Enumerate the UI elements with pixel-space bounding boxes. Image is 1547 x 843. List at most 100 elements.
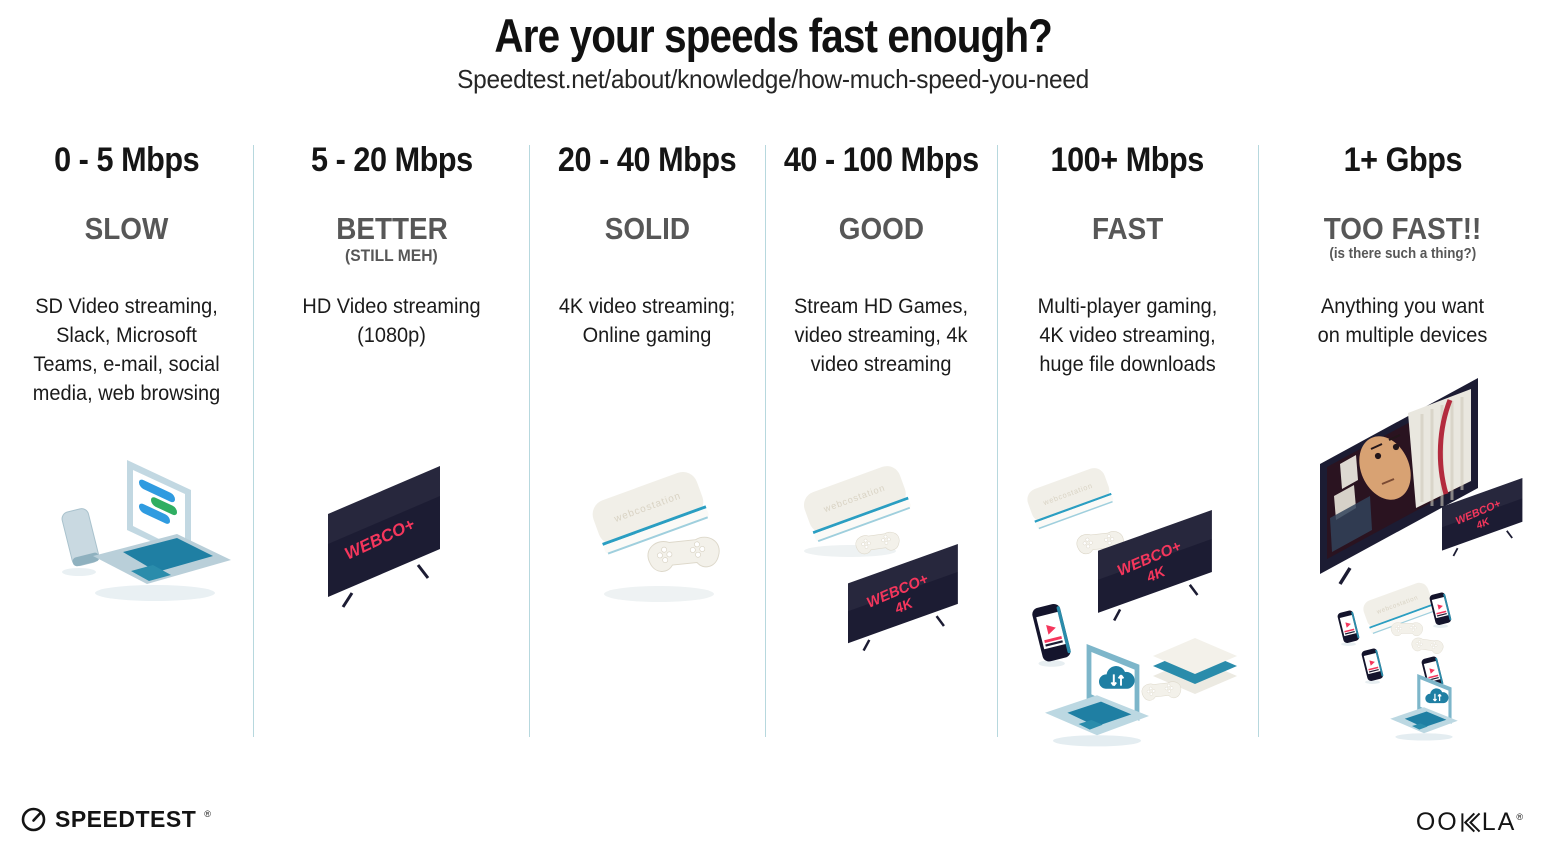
description-line: 4K video streaming, [1039,324,1216,347]
tv-4k-icon [846,542,960,652]
sub-rating-label: (STILL MEH) [253,246,530,266]
speed-range: 1+ Gbps [1258,141,1547,180]
trademark-symbol: ® [204,808,211,819]
console-and-4k-tv-illustration [800,462,960,652]
laptop-icon [93,460,231,584]
column-divider [997,145,998,737]
speed-range-text: 0 - 5 Mbps [53,141,200,179]
page-subtitle-text: Speedtest.net/about/knowledge/how-much-s… [457,64,1090,94]
sub-rating-text: (STILL MEH) [345,246,438,265]
speed-range-text: 100+ Mbps [1050,141,1205,179]
tier-description: Multi-player gaming, 4K video streaming,… [1004,292,1252,379]
many-devices-cluster-illustration [1320,378,1524,742]
description-line: media, web browsing [32,382,221,405]
speed-range-text: 5 - 20 Mbps [310,141,473,179]
rating-text: GOOD [838,211,924,246]
rating-text: SOLID [604,211,690,246]
ookla-logo: OO LA ® [1416,808,1525,837]
console-icon [1024,465,1115,530]
ookla-wordmark-left: OO [1415,808,1459,836]
description-line: HD Video streaming [302,295,481,318]
console-icon [800,462,912,543]
tier-description: 4K video streaming; Online gaming [535,292,759,350]
video-phone-icon [1336,609,1360,646]
controller-icon [1410,636,1445,655]
controller-icon [1140,680,1183,702]
column-divider [1258,145,1259,737]
rating-label: GOOD [765,211,997,247]
controller-icon [1390,622,1423,637]
speed-range: 100+ Mbps [997,141,1258,180]
tier-description: SD Video streaming, Slack, Microsoft Tea… [6,292,246,408]
speed-tier-column-100plus: 100+ Mbps FAST Multi-player gaming, 4K v… [997,0,1258,843]
speed-range: 40 - 100 Mbps [765,141,997,180]
chat-bubbles-icon [139,479,177,524]
controller-icon [646,535,722,574]
sub-rating-label: (is there such a thing?) [1258,246,1547,262]
movie-tv-icon [1320,378,1478,585]
tier-description: Stream HD Games, video streaming, 4k vid… [771,292,991,379]
rating-label: SOLID [529,211,765,247]
rating-text: SLOW [84,211,169,246]
page-subtitle-url: Speedtest.net/about/knowledge/how-much-s… [0,64,1547,95]
multi-device-cluster-illustration [1024,465,1237,748]
rating-label: SLOW [0,211,253,247]
trademark-symbol: ® [1516,811,1525,822]
description-line: video streaming, 4k [794,324,968,347]
page-title-text: Are your speeds fast enough? [494,9,1053,62]
video-phone-icon [1030,602,1072,667]
speed-range: 5 - 20 Mbps [253,141,530,180]
speed-tier-column-5-20: 5 - 20 Mbps BETTER (STILL MEH) HD Video … [253,0,530,843]
ookla-k-icon [1461,812,1481,833]
rating-text: TOO FAST!! [1323,211,1482,246]
tier-description: Anything you want on multiple devices [1265,292,1540,350]
laptop-cloud-icon [1389,673,1459,742]
description-line: video streaming [810,353,952,376]
column-divider [765,145,766,737]
page-title: Are your speeds fast enough? [0,8,1547,63]
tier-description: HD Video streaming (1080p) [260,292,523,350]
description-line: SD Video streaming, [35,295,218,318]
phone-icon [61,508,100,567]
speed-range: 0 - 5 Mbps [0,141,253,180]
description-line: Online gaming [582,324,712,347]
hd-tv-illustration: WEBCO+ [328,466,440,608]
rating-label: FAST [997,211,1258,247]
tv-4k-icon [1096,508,1214,622]
speed-tier-column-20-40: 20 - 40 Mbps SOLID 4K video streaming; O… [529,0,765,843]
description-line: Anything you want [1320,295,1485,318]
description-line: huge file downloads [1039,353,1216,376]
game-console-illustration [588,467,722,602]
description-line: 4K video streaming; [558,295,736,318]
rating-label: TOO FAST!! [1258,211,1547,247]
astronaut-face [1330,389,1471,552]
description-line: Teams, e-mail, social [33,353,220,376]
sub-rating-text: (is there such a thing?) [1329,246,1476,262]
speed-range-text: 40 - 100 Mbps [783,141,979,179]
laptop-cloud-icon [1044,643,1150,748]
column-divider [253,145,254,737]
speedtest-logo: SPEEDTEST ® [20,806,211,833]
speedtest-wordmark: SPEEDTEST [55,806,197,832]
speed-tier-column-40-100: 40 - 100 Mbps GOOD Stream HD Games, vide… [765,0,997,843]
rating-label: BETTER [253,211,530,247]
description-line: Stream HD Games, [793,295,969,318]
speed-range-text: 20 - 40 Mbps [557,141,737,179]
rating-text: BETTER [335,211,448,246]
video-phone-icon [1360,647,1384,684]
speed-tier-column-1gbps: 1+ Gbps TOO FAST!! (is there such a thin… [1258,0,1547,843]
rating-text: FAST [1091,211,1164,246]
speed-tier-column-0-5: 0 - 5 Mbps SLOW SD Video streaming, Slac… [0,0,253,843]
speed-range: 20 - 40 Mbps [529,141,765,180]
ookla-wordmark-right: LA [1481,808,1517,836]
speed-range-text: 1+ Gbps [1343,141,1462,179]
description-line: Multi-player gaming, [1037,295,1218,318]
slim-console-icon [1153,638,1237,694]
description-line: on multiple devices [1317,324,1488,347]
speedtest-gauge-icon [21,807,46,832]
laptop-and-phone-illustration [61,460,231,601]
column-divider [529,145,530,737]
description-line: Slack, Microsoft [56,324,197,347]
description-line: (1080p) [357,324,426,347]
tv-icon: WEBCO+ [328,466,440,608]
